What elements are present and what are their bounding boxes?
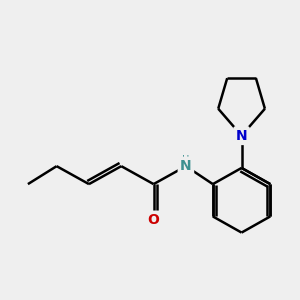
Text: H: H (182, 155, 190, 165)
Text: N: N (180, 159, 192, 173)
Text: N: N (236, 129, 248, 142)
Text: O: O (148, 213, 160, 227)
